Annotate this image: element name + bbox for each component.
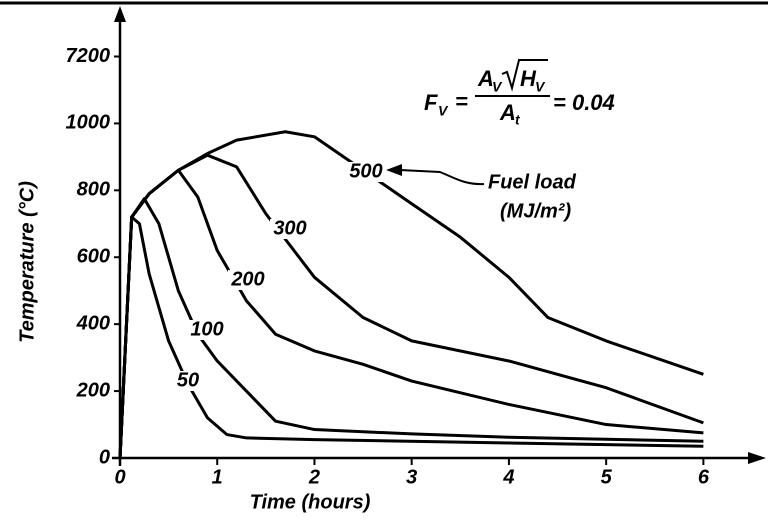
formula-text: H	[520, 66, 537, 91]
series-label: 200	[230, 268, 264, 290]
y-axis-arrow	[114, 6, 126, 22]
y-tick-label: 200	[76, 379, 110, 401]
y-tick-label: 7200	[66, 45, 111, 67]
series-label: 300	[273, 217, 306, 239]
curve	[118, 168, 704, 459]
formula-text: V	[438, 103, 449, 119]
x-tick-label: 4	[502, 466, 514, 488]
y-axis-label: Temperature (°C)	[16, 181, 38, 343]
series-label: 100	[190, 318, 223, 340]
curve	[118, 153, 704, 459]
series-label: 50	[177, 369, 199, 391]
x-tick-label: 5	[601, 466, 613, 488]
label-bg	[187, 320, 227, 340]
y-tick-label: 0	[99, 446, 110, 468]
label-bg	[270, 219, 310, 239]
formula-text: =	[455, 89, 468, 114]
x-tick-label: 3	[406, 466, 417, 488]
label-bg	[168, 371, 208, 391]
radical	[501, 59, 548, 92]
x-axis-arrow	[748, 452, 766, 464]
y-tick-label: 600	[77, 246, 110, 268]
x-tick-label: 0	[114, 466, 125, 488]
y-tick-label: 1000	[66, 112, 111, 134]
annotation-arrow	[399, 169, 485, 186]
formula-text: A	[477, 66, 494, 91]
label-bg	[346, 162, 386, 182]
formula-text: t	[515, 112, 521, 128]
x-tick-label: 2	[308, 466, 320, 488]
label-bg	[228, 270, 268, 290]
formula-text: = 0.04	[553, 90, 615, 115]
formula-text: V	[492, 79, 503, 95]
annotation-arrowhead	[386, 164, 402, 176]
x-tick-label: 1	[212, 466, 223, 488]
curve	[118, 130, 704, 459]
formula-text: F	[424, 90, 438, 115]
x-tick-label: 6	[698, 466, 710, 488]
y-tick-label: 800	[77, 179, 110, 201]
formula-text: V	[535, 79, 546, 95]
annotation: (MJ/m²)	[500, 200, 571, 222]
series-label: 500	[349, 160, 382, 182]
y-tick-label: 400	[76, 312, 110, 334]
formula-text: A	[499, 100, 516, 125]
x-axis-label: Time (hours)	[250, 491, 371, 513]
annotation: Fuel load	[488, 171, 577, 193]
formula: F V = A V H V A t = 0.04	[424, 59, 615, 128]
curve	[118, 215, 704, 459]
